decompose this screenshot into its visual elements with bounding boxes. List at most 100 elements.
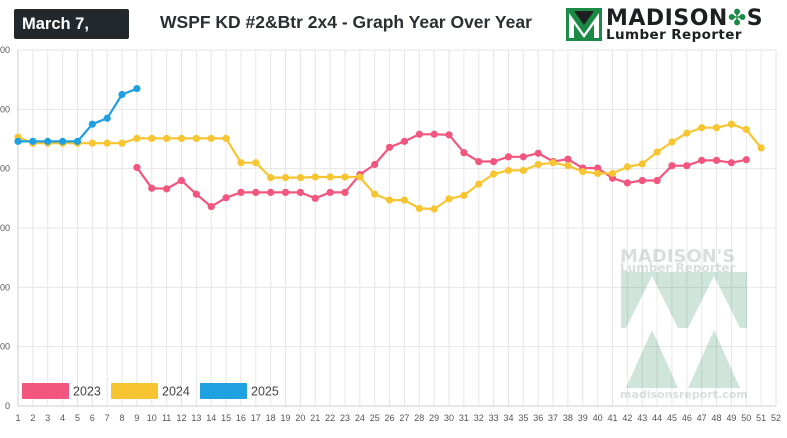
legend-label-2025: 2025 xyxy=(251,385,279,399)
x-tick-label: 36 xyxy=(533,413,543,423)
x-tick-label: 46 xyxy=(682,413,692,423)
x-tick-label: 15 xyxy=(221,413,231,423)
x-tick-label: 31 xyxy=(459,413,469,423)
legend-label-2023: 2023 xyxy=(73,385,101,399)
data-point-2023 xyxy=(192,190,200,198)
data-point-2023 xyxy=(594,164,602,172)
data-point-2024 xyxy=(415,204,423,213)
x-tick-label: 21 xyxy=(310,413,320,423)
data-point-2023 xyxy=(133,163,141,172)
x-tick-label: 10 xyxy=(147,413,157,423)
x-tick-label: 17 xyxy=(251,413,261,423)
legend: 2023 2024 2025 xyxy=(22,383,279,399)
data-point-2025 xyxy=(88,120,96,128)
data-point-2023 xyxy=(177,176,186,185)
data-point-2024 xyxy=(222,134,230,143)
data-point-2024 xyxy=(400,196,409,204)
data-point-2024 xyxy=(148,134,156,143)
x-tick-label: 13 xyxy=(191,413,201,423)
data-point-2023 xyxy=(341,188,349,196)
x-tick-label: 33 xyxy=(489,413,499,423)
x-tick-label: 7 xyxy=(105,413,110,423)
x-tick-label: 41 xyxy=(608,413,618,423)
data-point-2024 xyxy=(579,168,587,176)
data-point-2024 xyxy=(757,144,765,152)
data-point-2024 xyxy=(385,196,394,204)
data-point-2023 xyxy=(727,159,736,167)
data-point-2023 xyxy=(326,188,334,196)
data-point-2025 xyxy=(73,137,82,145)
x-tick-label: 9 xyxy=(134,413,139,423)
data-point-2024 xyxy=(608,169,617,178)
x-tick-label: 20 xyxy=(295,413,305,423)
data-point-2024 xyxy=(653,148,661,156)
data-point-2023 xyxy=(281,188,290,196)
y-tick-label: 300 xyxy=(0,223,10,233)
x-tick-label: 38 xyxy=(563,413,573,423)
data-point-2024 xyxy=(638,160,646,168)
data-point-2024 xyxy=(163,134,171,143)
y-tick-label: 600 xyxy=(0,45,10,55)
logo-name: MADISON✤S xyxy=(606,6,763,31)
data-point-2024 xyxy=(103,139,111,147)
x-tick-label: 43 xyxy=(637,413,647,423)
x-tick-label: 24 xyxy=(355,413,365,423)
x-tick-label: 8 xyxy=(120,413,125,423)
x-tick-label: 28 xyxy=(414,413,424,423)
data-point-2023 xyxy=(460,149,468,157)
x-tick-label: 4 xyxy=(60,413,65,423)
x-tick-label: 47 xyxy=(697,413,707,423)
y-tick-label: 200 xyxy=(0,282,10,292)
x-tick-label: 1 xyxy=(15,413,20,423)
data-point-2024 xyxy=(326,173,334,181)
data-point-2023 xyxy=(207,203,215,211)
data-point-2023 xyxy=(742,156,750,164)
data-point-2023 xyxy=(385,143,394,151)
watermark-url: madisonsreport.com xyxy=(620,388,748,401)
date-month-day: March 7, xyxy=(22,15,89,33)
data-point-2025 xyxy=(133,84,141,93)
x-tick-label: 51 xyxy=(756,413,766,423)
data-point-2024 xyxy=(192,134,200,143)
data-point-2023 xyxy=(400,137,409,145)
legend-swatch-2024 xyxy=(111,383,158,399)
data-point-2023 xyxy=(698,156,706,164)
x-tick-label: 49 xyxy=(726,413,736,423)
x-tick-label: 52 xyxy=(771,413,781,423)
data-point-2024 xyxy=(118,139,126,147)
x-tick-label: 50 xyxy=(741,413,751,423)
data-point-2024 xyxy=(356,173,364,181)
x-tick-label: 30 xyxy=(444,413,454,423)
data-point-2024 xyxy=(311,173,319,181)
data-point-2024 xyxy=(371,190,379,198)
y-tick-label: 100 xyxy=(0,342,10,352)
x-tick-label: 45 xyxy=(667,413,677,423)
data-point-2023 xyxy=(430,130,438,138)
data-point-2024 xyxy=(296,173,304,182)
y-tick-label: 0 xyxy=(5,401,10,411)
y-tick-label: 500 xyxy=(0,104,10,114)
data-point-2023 xyxy=(237,188,245,196)
data-point-2025 xyxy=(118,90,126,99)
data-point-2023 xyxy=(148,184,156,192)
x-tick-label: 32 xyxy=(474,413,484,423)
data-point-2023 xyxy=(712,156,721,164)
data-point-2023 xyxy=(252,188,260,196)
x-tick-label: 2 xyxy=(30,413,35,423)
gridlines xyxy=(17,49,777,407)
data-point-2023 xyxy=(163,185,171,193)
data-point-2024 xyxy=(430,205,438,213)
x-tick-label: 48 xyxy=(712,413,722,423)
data-point-2024 xyxy=(207,134,215,143)
data-point-2023 xyxy=(475,157,483,166)
data-point-2023 xyxy=(683,162,691,170)
data-point-2024 xyxy=(133,134,141,143)
x-tick-label: 37 xyxy=(548,413,558,423)
x-tick-label: 23 xyxy=(340,413,350,423)
data-point-2024 xyxy=(490,170,498,178)
data-point-2023 xyxy=(668,162,676,170)
x-tick-label: 39 xyxy=(578,413,588,423)
x-tick-label: 27 xyxy=(399,413,409,423)
